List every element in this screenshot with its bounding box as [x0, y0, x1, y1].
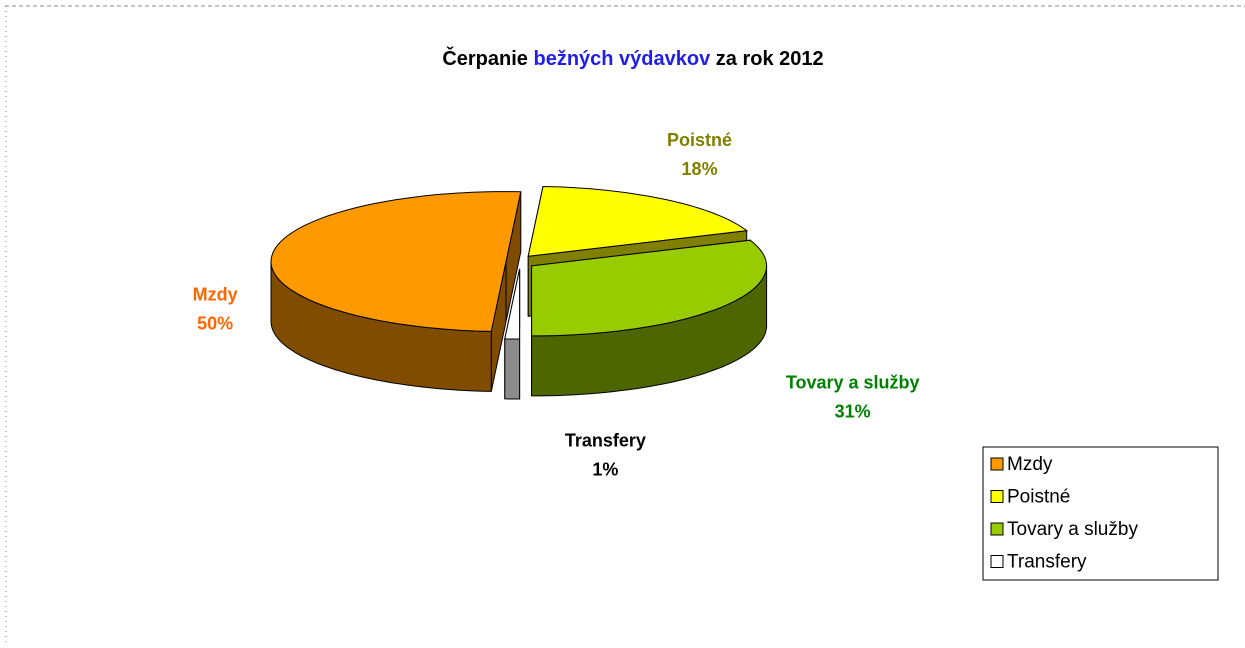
legend-swatch — [990, 457, 1004, 471]
slice-top — [531, 239, 768, 337]
title-part: bežných výdavkov — [533, 48, 711, 70]
legend-label: Transfery — [1007, 552, 1087, 573]
data-label-name: Transfery — [565, 431, 646, 451]
title-part: za rok 2012 — [716, 48, 824, 70]
legend-swatch — [990, 490, 1004, 503]
slice — [531, 239, 768, 397]
legend-label: Poistné — [1007, 487, 1070, 508]
data-label-value: 31% — [835, 402, 871, 422]
slice-top — [504, 268, 521, 340]
data-label-value: 50% — [197, 313, 233, 333]
data-label-name: Poistné — [667, 130, 732, 150]
legend-swatch — [990, 522, 1004, 536]
legend-box — [982, 446, 1219, 581]
chart-title: Čerpanie bežných výdavkov za rok 2012 — [442, 46, 823, 70]
legend-swatch — [990, 555, 1004, 568]
data-label-value: 18% — [682, 159, 718, 179]
slice — [504, 268, 521, 400]
slice-top — [527, 185, 749, 257]
title-part: Čerpanie — [442, 46, 528, 70]
slice-top — [270, 191, 522, 332]
legend-label: Tovary a služby — [1007, 519, 1138, 540]
data-label-name: Tovary a služby — [786, 373, 920, 393]
data-label-name: Mzdy — [193, 284, 238, 304]
legend-label: Mzdy — [1007, 454, 1053, 475]
data-label-value: 1% — [592, 460, 618, 480]
slice-wall — [504, 338, 521, 400]
slice — [270, 191, 522, 392]
